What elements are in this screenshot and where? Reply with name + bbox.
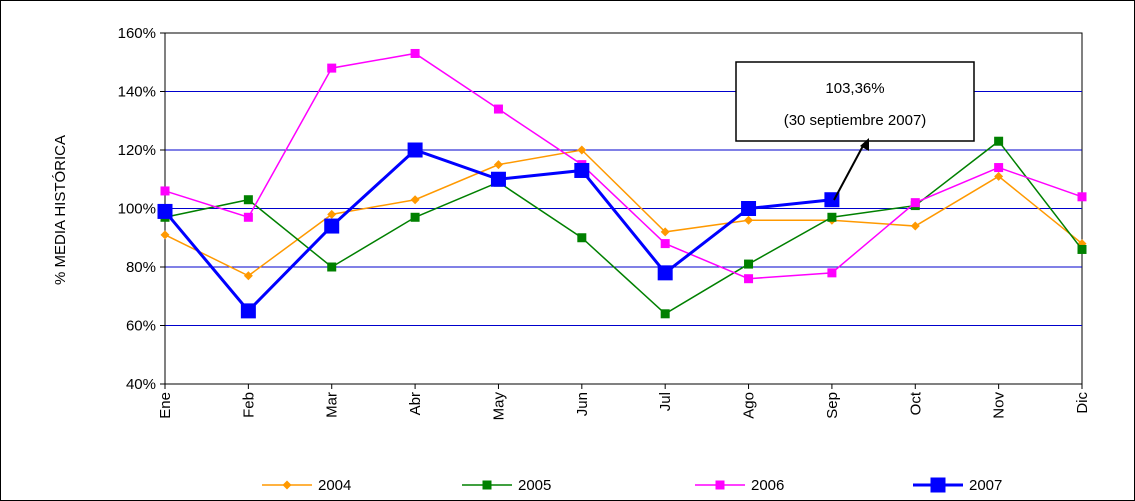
data-point [327, 209, 337, 219]
y-tick-label: 60% [126, 318, 156, 335]
annotation-date: (30 septiembre 2007) [784, 112, 927, 129]
data-point [160, 230, 170, 240]
legend-label: 2006 [751, 477, 784, 494]
data-point [1077, 244, 1087, 254]
legend-label: 2005 [518, 477, 551, 494]
annotation-arrow [833, 143, 865, 201]
legend-marker [715, 480, 725, 490]
data-point [574, 162, 590, 178]
y-tick-label: 80% [126, 259, 156, 276]
data-point [994, 136, 1004, 146]
data-point [660, 309, 670, 319]
data-point [157, 203, 173, 219]
y-tick-label: 100% [118, 201, 156, 218]
series-2006 [160, 48, 1087, 284]
series-line [164, 52, 1083, 280]
x-tick-label: Abr [407, 392, 424, 415]
series-group [157, 48, 1087, 319]
data-point [243, 212, 253, 222]
data-point [741, 201, 757, 216]
x-tick-label: Jun [574, 392, 591, 416]
data-point [660, 239, 670, 249]
data-point [577, 145, 587, 155]
data-point [994, 163, 1004, 173]
series-line [164, 149, 1083, 277]
y-tick-label: 120% [118, 142, 156, 159]
data-point [657, 265, 673, 281]
legend-item-2007: 2007 [913, 477, 1002, 494]
x-tick-label: Jul [657, 392, 674, 411]
data-point [327, 63, 337, 73]
data-point [324, 218, 340, 234]
x-tick-label: Ene [157, 392, 174, 419]
series-line [164, 140, 1083, 315]
legend-item-2005: 2005 [462, 477, 551, 494]
data-point [327, 262, 337, 272]
data-point [744, 274, 754, 284]
legend-label: 2007 [969, 477, 1002, 494]
x-tick-label: Ago [741, 392, 758, 419]
x-axis-ticks: Ene Feb Mar Abr May Jun Jul Ago Sep Oct Nov Dic [157, 384, 1091, 420]
data-point [910, 198, 920, 208]
x-tick-label: Mar [324, 392, 341, 418]
legend: 2004 2005 2006 2007 [262, 477, 1002, 494]
legend-marker [930, 477, 946, 493]
data-point [660, 227, 670, 237]
data-point [410, 48, 420, 58]
legend-item-2006: 2006 [695, 477, 784, 494]
legend-marker [482, 480, 492, 490]
legend-marker [282, 480, 292, 490]
data-point [827, 212, 837, 222]
legend-label: 2004 [318, 477, 351, 494]
data-point [410, 195, 420, 205]
y-tick-label: 160% [118, 25, 156, 42]
y-axis-ticks: 40% 60% 80% 100% 120% 140% 160% [118, 25, 165, 393]
x-tick-label: Feb [240, 392, 257, 418]
y-axis-label: % MEDIA HISTÓRICA [52, 135, 69, 285]
data-point [243, 195, 253, 205]
data-point [410, 212, 420, 222]
data-point [1077, 192, 1087, 202]
data-point [243, 271, 253, 281]
annotation-value: 103,36% [825, 80, 884, 97]
data-point [744, 259, 754, 269]
data-point [160, 186, 170, 196]
data-point [493, 104, 503, 114]
data-point [994, 171, 1004, 181]
x-tick-label: Sep [824, 392, 841, 419]
data-point [577, 233, 587, 243]
data-point [407, 142, 423, 158]
annotation-arrowhead [860, 138, 869, 151]
data-point [744, 215, 754, 225]
data-point [493, 160, 503, 170]
x-tick-label: Oct [907, 391, 924, 415]
annotation-callout: 103,36% (30 septiembre 2007) [735, 61, 975, 201]
legend-item-2004: 2004 [262, 477, 351, 494]
data-point [827, 268, 837, 278]
data-point [240, 303, 256, 319]
y-tick-label: 140% [118, 84, 156, 101]
x-tick-label: May [490, 392, 507, 421]
series-2007 [157, 142, 840, 319]
data-point [490, 171, 506, 187]
annotation-box [735, 61, 975, 142]
data-point [910, 221, 920, 231]
x-tick-label: Dic [1074, 392, 1091, 414]
x-tick-label: Nov [991, 392, 1008, 419]
y-tick-label: 40% [126, 376, 156, 393]
